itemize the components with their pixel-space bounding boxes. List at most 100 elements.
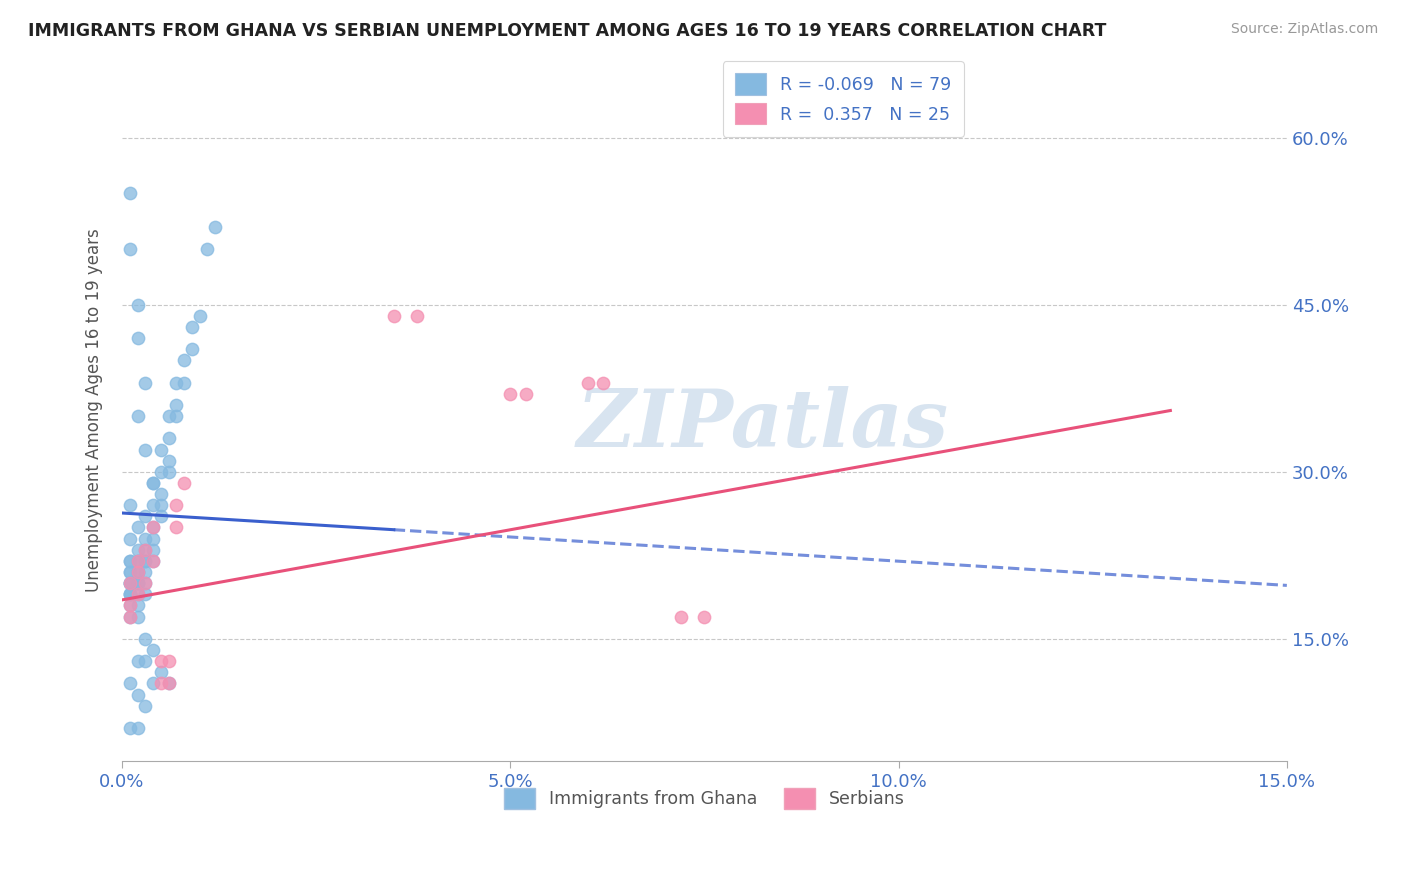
Point [142, 542, 165, 557]
Point [118, 576, 141, 591]
Point [118, 576, 141, 591]
Point [165, 398, 187, 412]
Point [165, 520, 187, 534]
Point [118, 186, 141, 201]
Text: Source: ZipAtlas.com: Source: ZipAtlas.com [1230, 22, 1378, 37]
Point [157, 676, 180, 690]
Point [127, 409, 149, 423]
Point [118, 676, 141, 690]
Point [142, 475, 165, 490]
Point [118, 565, 141, 579]
Point [157, 431, 180, 445]
Point [181, 343, 204, 357]
Y-axis label: Unemployment Among Ages 16 to 19 years: Unemployment Among Ages 16 to 19 years [86, 228, 103, 592]
Point [134, 532, 156, 546]
Point [118, 532, 141, 546]
Text: IMMIGRANTS FROM GHANA VS SERBIAN UNEMPLOYMENT AMONG AGES 16 TO 19 YEARS CORRELAT: IMMIGRANTS FROM GHANA VS SERBIAN UNEMPLO… [28, 22, 1107, 40]
Point [134, 576, 156, 591]
Point [134, 554, 156, 568]
Point [118, 554, 141, 568]
Point [127, 587, 149, 601]
Point [127, 554, 149, 568]
Point [127, 609, 149, 624]
Point [127, 576, 149, 591]
Point [149, 509, 172, 524]
Point [406, 309, 429, 323]
Point [149, 654, 172, 668]
Point [188, 309, 211, 323]
Point [157, 676, 180, 690]
Point [127, 298, 149, 312]
Point [142, 520, 165, 534]
Point [118, 587, 141, 601]
Point [149, 676, 172, 690]
Point [118, 599, 141, 613]
Point [157, 453, 180, 467]
Point [127, 542, 149, 557]
Point [118, 609, 141, 624]
Text: ZIPatlas: ZIPatlas [576, 386, 949, 463]
Point [134, 376, 156, 390]
Point [118, 576, 141, 591]
Point [149, 665, 172, 680]
Point [592, 376, 614, 390]
Point [127, 554, 149, 568]
Point [693, 609, 716, 624]
Point [142, 676, 165, 690]
Point [127, 688, 149, 702]
Point [142, 554, 165, 568]
Point [149, 465, 172, 479]
Point [499, 386, 522, 401]
Point [157, 465, 180, 479]
Point [134, 565, 156, 579]
Point [127, 331, 149, 345]
Point [134, 632, 156, 646]
Point [127, 554, 149, 568]
Point [118, 599, 141, 613]
Point [134, 554, 156, 568]
Point [118, 576, 141, 591]
Point [157, 409, 180, 423]
Point [127, 576, 149, 591]
Point [127, 654, 149, 668]
Point [134, 542, 156, 557]
Point [127, 587, 149, 601]
Point [669, 609, 692, 624]
Point [127, 520, 149, 534]
Point [118, 609, 141, 624]
Point [165, 376, 187, 390]
Point [134, 654, 156, 668]
Point [134, 542, 156, 557]
Point [181, 320, 204, 334]
Point [142, 532, 165, 546]
Legend: Immigrants from Ghana, Serbians: Immigrants from Ghana, Serbians [498, 780, 911, 816]
Point [118, 498, 141, 512]
Point [134, 442, 156, 457]
Point [165, 409, 187, 423]
Point [118, 565, 141, 579]
Point [127, 599, 149, 613]
Point [197, 242, 219, 256]
Point [134, 587, 156, 601]
Point [142, 554, 165, 568]
Point [173, 475, 195, 490]
Point [165, 498, 187, 512]
Point [142, 475, 165, 490]
Point [134, 509, 156, 524]
Point [118, 554, 141, 568]
Point [127, 576, 149, 591]
Point [127, 565, 149, 579]
Point [576, 376, 599, 390]
Point [149, 487, 172, 501]
Point [382, 309, 405, 323]
Point [149, 498, 172, 512]
Point [157, 654, 180, 668]
Point [149, 442, 172, 457]
Point [118, 242, 141, 256]
Point [118, 721, 141, 735]
Point [118, 587, 141, 601]
Point [142, 643, 165, 657]
Point [173, 353, 195, 368]
Point [134, 576, 156, 591]
Point [515, 386, 537, 401]
